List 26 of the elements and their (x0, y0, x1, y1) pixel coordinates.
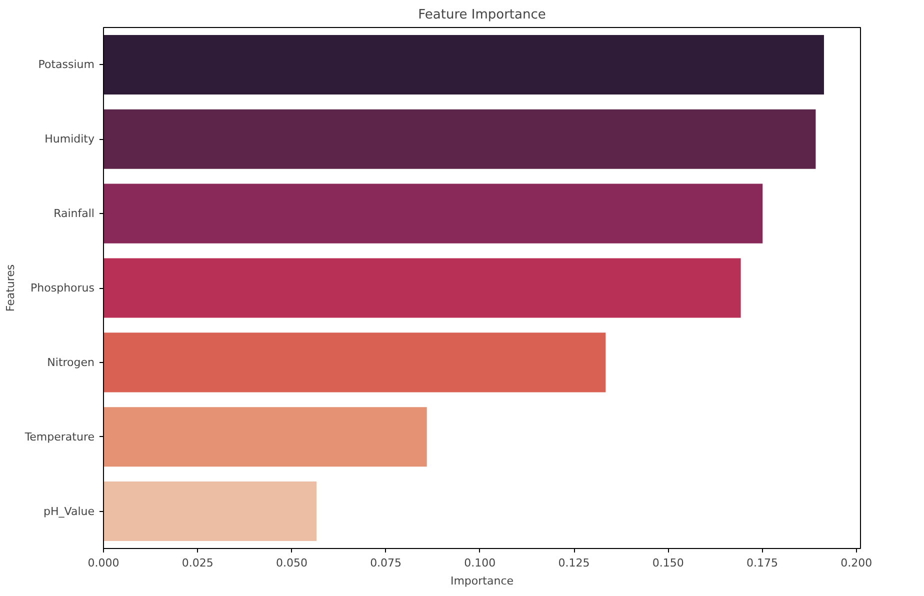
bar (104, 109, 816, 169)
y-tick-label: Phosphorus (30, 282, 95, 294)
chart-title: Feature Importance (418, 8, 546, 22)
x-tick-label: 0.200 (840, 556, 872, 570)
y-tick-label: Humidity (44, 132, 95, 146)
y-tick-label: Nitrogen (47, 356, 95, 369)
y-axis-title: Features (4, 264, 17, 312)
x-tick-label: 0.150 (652, 556, 684, 570)
x-tick-label: 0.125 (558, 556, 590, 570)
bar (104, 184, 763, 244)
x-tick-label: 0.075 (370, 556, 402, 570)
bar (104, 258, 741, 318)
x-tick-label: 0.175 (746, 556, 778, 570)
bar (104, 482, 317, 542)
y-tick-label: Potassium (38, 58, 95, 72)
x-tick-label: 0.000 (88, 556, 120, 570)
y-tick-label: Rainfall (54, 207, 95, 220)
y-tick-label: Temperature (24, 430, 95, 444)
bar (104, 34, 824, 94)
y-tick-label: pH_Value (44, 504, 95, 518)
bar (104, 407, 427, 467)
x-tick-label: 0.025 (182, 556, 214, 570)
x-tick-label: 0.100 (464, 556, 496, 570)
bar (104, 332, 606, 392)
x-tick-label: 0.050 (276, 556, 308, 570)
x-axis-title: Importance (450, 574, 514, 588)
